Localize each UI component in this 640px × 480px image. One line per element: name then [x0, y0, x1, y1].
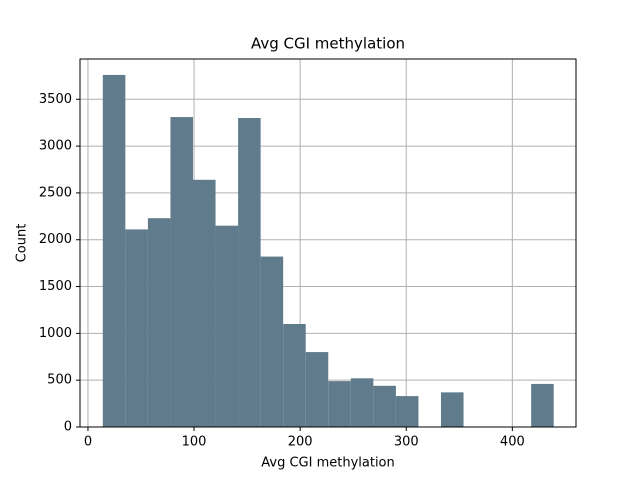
bar [102, 74, 126, 427]
bar [305, 352, 329, 427]
bar [170, 117, 193, 428]
bar [395, 396, 419, 427]
x-tick-label: 200 [288, 435, 313, 450]
y-tick-label: 2000 [39, 232, 72, 247]
y-tick-label: 1500 [39, 279, 72, 294]
y-tick-label: 0 [64, 420, 72, 435]
x-tick-label: 400 [500, 435, 525, 450]
bar [215, 225, 239, 427]
x-tick-label: 300 [394, 435, 419, 450]
bar [350, 378, 374, 427]
y-axis-label: Count [15, 224, 30, 263]
y-tick-label: 2500 [39, 185, 72, 200]
bar [125, 229, 148, 427]
bar [440, 392, 464, 427]
plot-frame [79, 58, 577, 428]
bar [328, 381, 351, 427]
bar [373, 385, 396, 427]
chart-title: Avg CGI methylation [251, 35, 405, 53]
y-tick-label: 3000 [39, 139, 72, 154]
bar [192, 179, 216, 427]
x-axis-label: Avg CGI methylation [261, 456, 395, 471]
y-tick-label: 1000 [39, 326, 72, 341]
x-tick-label: 0 [84, 435, 92, 450]
bar [260, 256, 284, 427]
bar [531, 383, 554, 427]
bar [238, 117, 261, 427]
y-tick-label: 500 [47, 373, 72, 388]
y-tick-label: 3500 [39, 92, 72, 107]
bar [283, 323, 306, 427]
bar [147, 218, 171, 427]
x-tick-label: 100 [182, 435, 207, 450]
